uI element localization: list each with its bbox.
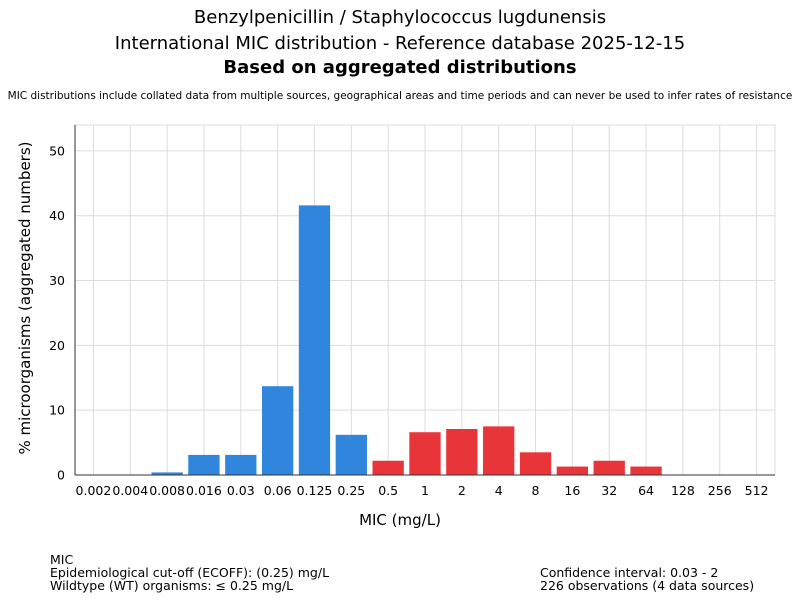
chart-subtitle: MIC distributions include collated data … [7,90,793,102]
x-tick-label-6: 0.125 [297,483,333,498]
chart-title-line-3: Based on aggregated distributions [223,57,577,78]
y-tick-label-3: 30 [49,273,65,288]
bar-0.008 [151,472,183,475]
x-tick-label-4: 0.03 [227,483,255,498]
x-tick-label-2: 0.008 [149,483,185,498]
y-axis-label: % microorganisms (aggregated numbers) [16,141,34,455]
footer-confidence-interval: Confidence interval: 0.03 - 2 [540,565,719,580]
x-tick-label-5: 0.06 [264,483,292,498]
x-tick-label-8: 0.5 [378,483,398,498]
bar-0.25 [335,434,367,475]
chart-title-line-2: International MIC distribution - Referen… [114,33,686,54]
x-tick-label-0: 0.002 [76,483,112,498]
x-tick-label-17: 256 [708,483,732,498]
bar-0.03 [225,454,257,475]
chart-title-line-1: Benzylpenicillin / Staphylococcus lugdun… [193,7,607,28]
x-tick-label-3: 0.016 [186,483,222,498]
y-tick-label-2: 20 [49,338,65,353]
y-tick-label-5: 50 [49,143,65,158]
bar-2 [446,428,478,475]
footer-ecoff: Epidemiological cut-off (ECOFF): (0.25) … [50,565,330,580]
bar-1 [409,432,441,475]
x-tick-label-7: 0.25 [337,483,365,498]
footer-mic-label: MIC [50,552,74,567]
y-tick-label-4: 40 [49,208,65,223]
x-tick-label-18: 512 [745,483,769,498]
bar-0.06 [261,386,294,475]
bar-16 [556,466,589,475]
y-tick-label-1: 10 [49,403,65,418]
x-tick-label-15: 64 [638,483,654,498]
x-tick-label-10: 2 [458,483,466,498]
bar-0.125 [298,205,331,476]
x-tick-label-9: 1 [421,483,429,498]
y-tick-label-0: 0 [57,468,65,483]
bar-4 [483,426,515,475]
bar-0.5 [372,460,404,475]
x-tick-label-1: 0.004 [112,483,148,498]
bar-0.016 [188,454,220,475]
footer-wildtype: Wildtype (WT) organisms: ≤ 0.25 mg/L [50,578,294,593]
bar-64 [630,466,662,475]
x-tick-label-14: 32 [601,483,617,498]
x-tick-label-11: 4 [495,483,503,498]
x-tick-label-13: 16 [564,483,580,498]
x-tick-label-16: 128 [671,483,695,498]
footer-observations: 226 observations (4 data sources) [540,578,755,593]
x-axis-label: MIC (mg/L) [359,511,441,529]
bar-32 [593,460,625,475]
bar-8 [519,452,552,475]
x-tick-label-12: 8 [532,483,540,498]
